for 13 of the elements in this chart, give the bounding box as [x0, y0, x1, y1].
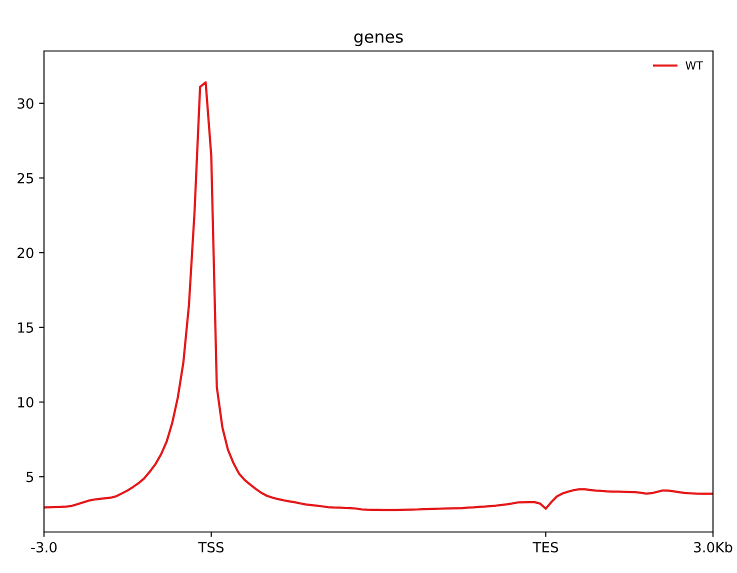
- y-tick-label: 15: [18, 322, 34, 333]
- chart-title: genes: [354, 33, 403, 46]
- y-tick-label: 25: [18, 172, 34, 184]
- y-tick-label: 20: [18, 248, 34, 258]
- x-tick-label: 3.0Kb: [694, 542, 732, 552]
- y-tick-label: 5: [26, 472, 34, 482]
- y-tick-label: 30: [18, 98, 34, 109]
- x-tick-label: TES: [532, 542, 558, 552]
- x-tick-label: TSS: [198, 542, 224, 552]
- legend-label: WT: [686, 61, 704, 70]
- x-tick-label: -3.0: [31, 542, 57, 552]
- y-tick-label: 10: [18, 397, 34, 408]
- line-series: [44, 81, 713, 512]
